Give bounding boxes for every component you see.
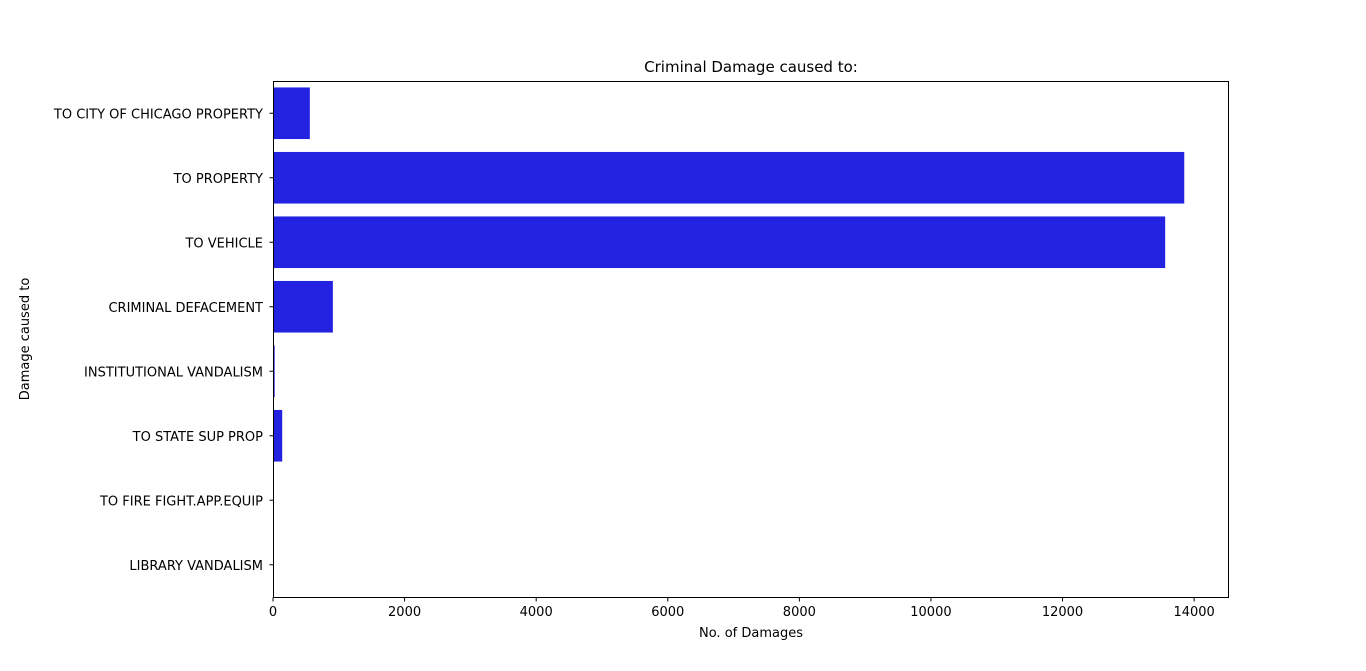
plot-frame <box>273 81 1229 598</box>
bar-3 <box>273 280 333 333</box>
x-tick-label: 0 <box>269 605 277 620</box>
x-tick-label: 6000 <box>651 605 684 620</box>
chart-title: Criminal Damage caused to: <box>644 58 858 76</box>
bar-0 <box>273 87 310 140</box>
y-tick-label: TO PROPERTY <box>173 172 263 187</box>
y-tick-label: INSTITUTIONAL VANDALISM <box>84 365 263 380</box>
bars-layer <box>273 87 1185 591</box>
x-axis-title: No. of Damages <box>699 626 803 641</box>
bar-1 <box>273 151 1185 204</box>
x-tick-label: 14000 <box>1173 605 1214 620</box>
x-tick-label: 2000 <box>388 605 421 620</box>
x-tick-label: 4000 <box>520 605 553 620</box>
x-tick-label: 12000 <box>1042 605 1083 620</box>
y-tick-label: TO CITY OF CHICAGO PROPERTY <box>53 107 263 122</box>
x-tick-label: 8000 <box>783 605 816 620</box>
bar-5 <box>273 409 283 462</box>
y-axis-title: Damage caused to <box>18 278 33 401</box>
y-tick-label: LIBRARY VANDALISM <box>129 559 263 574</box>
y-tick-label: TO STATE SUP PROP <box>132 430 264 445</box>
y-axis-ticks: TO CITY OF CHICAGO PROPERTY TO PROPERTY TO… <box>53 107 274 574</box>
x-tick-label: 10000 <box>910 605 951 620</box>
y-tick-label: TO VEHICLE <box>184 236 263 251</box>
y-tick-label: CRIMINAL DEFACEMENT <box>108 301 263 316</box>
x-axis-ticks: 0 2000 4000 6000 8000 10000 12000 14000 <box>269 597 1215 620</box>
bar-2 <box>273 216 1166 269</box>
y-tick-label: TO FIRE FIGHT.APP.EQUIP <box>99 494 263 509</box>
